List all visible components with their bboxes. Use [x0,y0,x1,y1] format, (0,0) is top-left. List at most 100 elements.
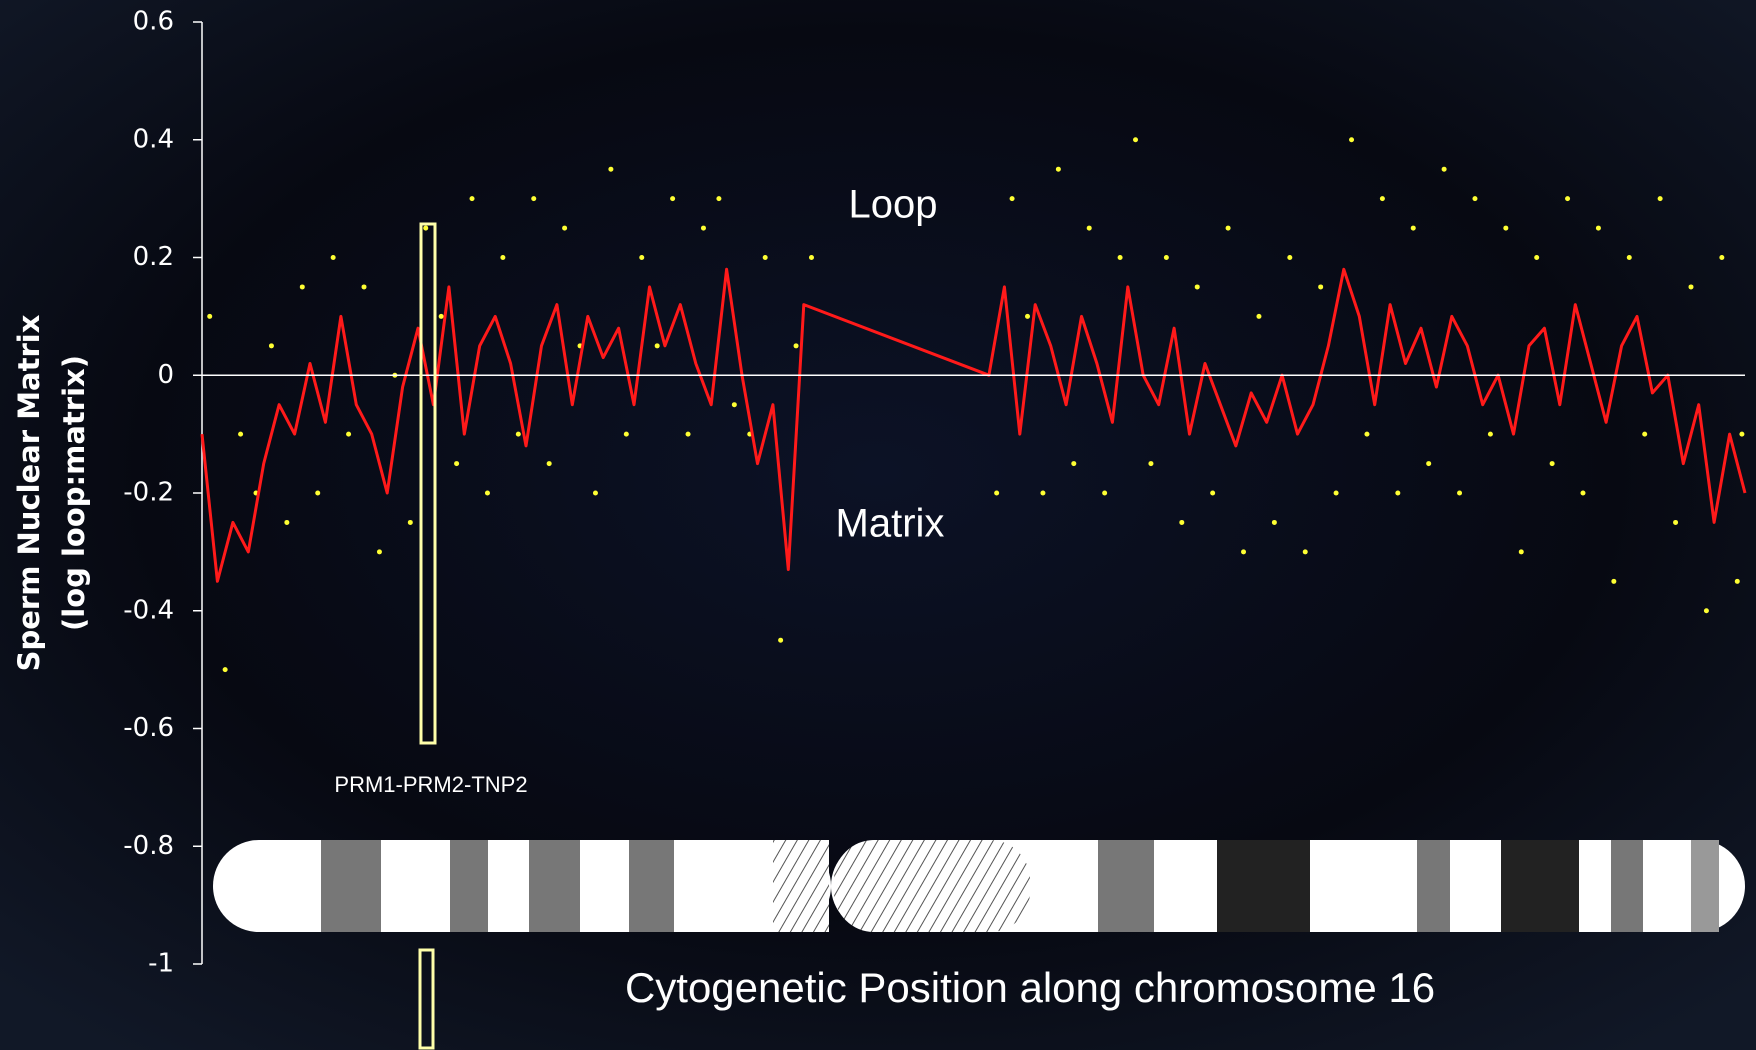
data-point [1194,284,1200,290]
band [1217,840,1310,932]
y-tick-label: -0.4 [123,595,174,625]
x-axis-label: Cytogenetic Position along chromosome 16 [625,964,1435,1011]
chromosome-arm [213,840,831,932]
gene-marker [419,222,437,745]
data-point [1055,166,1061,172]
data-point [407,519,413,525]
data-point [700,225,706,231]
data-point [284,519,290,525]
data-point [1009,196,1015,202]
y-tick-label: -0.2 [123,478,174,508]
data-point [207,313,213,319]
data-point [1739,431,1745,437]
data-point [562,225,568,231]
y-axis-label: Sperm Nuclear Matrix [12,314,46,671]
data-point [1441,166,1447,172]
data-point [716,196,722,202]
data-point [346,431,352,437]
data-point [1364,431,1370,437]
y-axis-label: (log loop:matrix) [57,355,91,631]
data-point [1626,255,1632,260]
annotation-matrix: Matrix [836,502,945,546]
data-point [1580,490,1586,496]
data-point [1333,490,1339,496]
y-tick-label: 0.6 [133,7,174,37]
data-point [1673,519,1679,525]
band [1098,840,1154,932]
data-point [1534,255,1540,260]
y-tick-label: -0.6 [123,713,174,743]
data-point [994,490,1000,496]
data-point [1688,284,1694,290]
data-point [1549,461,1555,467]
data-point [1472,196,1478,202]
data-point [1148,461,1154,467]
y-tick-label: 0.2 [133,242,174,272]
data-point [1133,137,1139,143]
data-point [762,255,768,260]
y-tick-label: -1 [148,949,174,979]
data-point [731,402,737,408]
data-point [1302,549,1308,555]
band [834,840,1030,932]
data-point [654,343,660,349]
data-point [592,490,598,496]
data-point [1457,490,1463,496]
data-point [1719,255,1725,260]
data-point [1703,608,1709,614]
data-point [1102,490,1108,496]
data-point [423,225,429,231]
data-point [454,461,460,467]
data-point [1565,196,1571,202]
data-point [500,255,506,260]
data-point [1163,255,1169,260]
data-point [1225,225,1231,231]
y-tick-label: 0.4 [133,124,174,154]
data-point [1595,225,1601,231]
data-point [1071,461,1077,467]
data-point [1410,225,1416,231]
data-point [299,284,305,290]
annotation-loop: Loop [849,183,938,227]
data-point [1518,549,1524,555]
band [1611,840,1643,932]
data-point [330,255,336,260]
data-point [222,667,228,673]
band [1417,840,1450,932]
data-point [1117,255,1123,260]
data-point [1487,431,1493,437]
data-point [1040,490,1046,496]
y-tick-label: -0.8 [123,831,174,861]
data-point [546,461,552,467]
band [450,840,488,932]
data-point [1611,578,1617,584]
data-point [361,284,367,290]
data-point [484,490,490,496]
data-point [268,343,274,349]
data-point [1349,137,1355,143]
data-point [1734,578,1740,584]
gene-label: PRM1-PRM2-TNP2 [334,772,527,797]
data-point [1379,196,1385,202]
data-point [1256,313,1262,319]
data-point [1503,225,1509,231]
data-point [1426,461,1432,467]
data-point [515,431,521,437]
data-point [1210,490,1216,496]
data-point [623,431,629,437]
data-point [639,255,645,260]
y-tick-label: 0 [157,360,174,390]
data-point [1271,519,1277,525]
data-point [1318,284,1324,290]
data-point [1657,196,1663,202]
data-point [793,343,799,349]
data-point [670,196,676,202]
band [773,840,829,932]
band [321,840,381,932]
data-point [1642,431,1648,437]
data-point [469,196,475,202]
data-point [531,196,537,202]
data-point [1086,225,1092,231]
